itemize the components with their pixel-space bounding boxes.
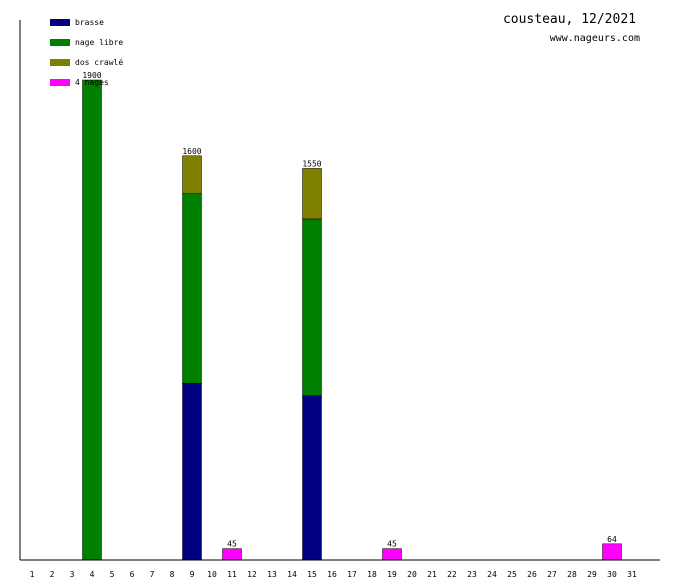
x-tick-label: 14 [287, 570, 297, 579]
x-tick-label: 23 [467, 570, 477, 579]
bar-segment [182, 382, 202, 561]
legend-swatch [50, 19, 70, 26]
x-tick-label: 13 [267, 570, 277, 579]
x-tick-label: 8 [170, 570, 175, 579]
legend-swatch [50, 59, 70, 66]
x-tick-label: 17 [347, 570, 357, 579]
x-tick-label: 11 [227, 570, 237, 579]
x-tick-label: 7 [150, 570, 155, 579]
chart-subtitle: www.nageurs.com [550, 33, 640, 44]
x-tick-label: 9 [190, 570, 195, 579]
x-tick-label: 10 [207, 570, 217, 579]
bar-segment [182, 155, 202, 194]
x-tick-label: 20 [407, 570, 417, 579]
legend-label: 4 nages [75, 78, 109, 87]
x-tick-label: 6 [130, 570, 135, 579]
bar-segment [302, 168, 322, 220]
x-tick-label: 18 [367, 570, 377, 579]
x-tick-label: 25 [507, 570, 517, 579]
x-tick-label: 12 [247, 570, 257, 579]
legend: brasse nage libre dos crawlé 4 nages [50, 18, 123, 87]
x-tick-label: 21 [427, 570, 437, 579]
legend-label: brasse [75, 18, 104, 27]
x-tick-label: 27 [547, 570, 557, 579]
total-labels: 1900 1600 45 1550 45 64 [82, 71, 617, 549]
bar-segment [382, 548, 402, 561]
x-tick-label: 15 [307, 570, 317, 579]
x-tick-label: 28 [567, 570, 577, 579]
x-tick-label: 16 [327, 570, 337, 579]
x-tick-label: 31 [627, 570, 637, 579]
x-tick-label: 1 [30, 570, 35, 579]
x-tick-label: 3 [70, 570, 75, 579]
x-tick-labels: 1 2 3 4 5 6 7 8 9 10 11 12 13 14 15 16 17 18 19 20 21 22 23 24 2… [30, 570, 637, 579]
x-tick-label: 4 [90, 570, 95, 579]
bar-total-label: 45 [387, 540, 397, 549]
x-tick-label: 2 [50, 570, 55, 579]
legend-swatch [50, 79, 70, 86]
bar-segment [82, 79, 102, 561]
bar-total-label: 1900 [82, 71, 101, 80]
legend-label: nage libre [75, 38, 123, 47]
bar-segment [302, 395, 322, 561]
bar-total-label: 64 [607, 535, 617, 544]
x-tick-label: 26 [527, 570, 537, 579]
bars-layer [82, 79, 622, 561]
bar-segment [182, 193, 202, 384]
legend-swatch [50, 39, 70, 46]
bar-segment [602, 543, 622, 561]
x-tick-label: 29 [587, 570, 597, 579]
x-tick-label: 30 [607, 570, 617, 579]
bar-total-label: 1600 [182, 147, 201, 156]
bar-total-label: 1550 [302, 159, 321, 168]
bar-segment [222, 548, 242, 561]
legend-label: dos crawlé [75, 57, 123, 67]
bar-total-label: 45 [227, 540, 237, 549]
bar-segment [302, 218, 322, 397]
x-tick-label: 24 [487, 570, 497, 579]
x-tick-label: 22 [447, 570, 457, 579]
x-tick-label: 5 [110, 570, 115, 579]
chart-title: cousteau, 12/2021 [503, 12, 636, 27]
x-tick-label: 19 [387, 570, 397, 579]
